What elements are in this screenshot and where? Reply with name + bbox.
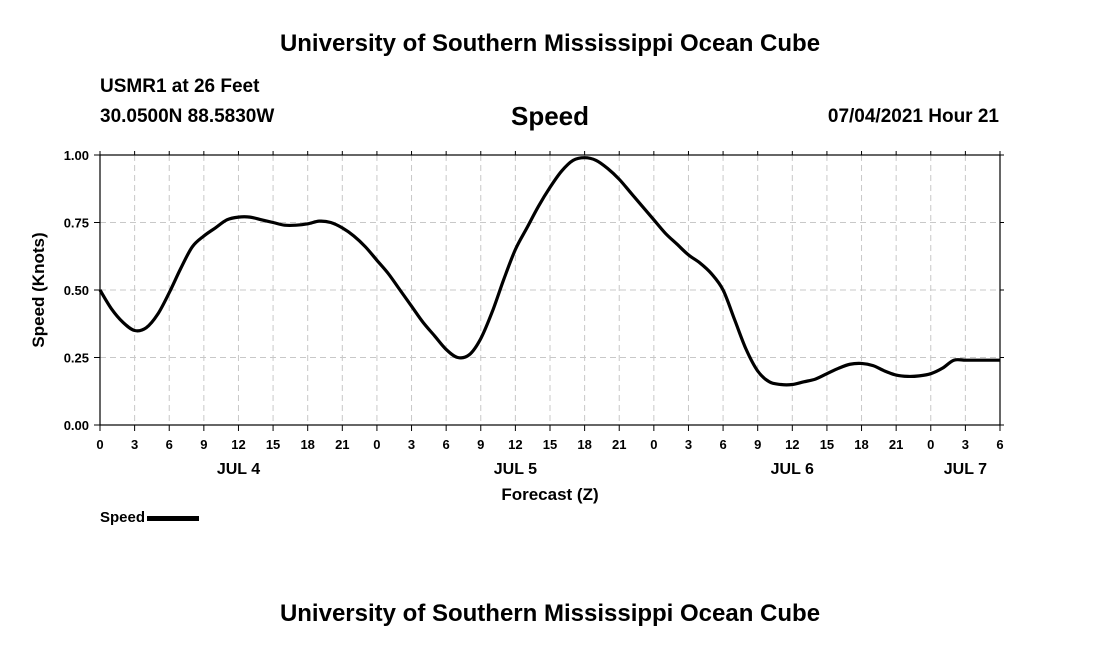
- x-day-label: JUL 5: [494, 461, 537, 478]
- x-tick-label: 9: [200, 437, 207, 452]
- x-tick-label: 0: [96, 437, 103, 452]
- x-tick-label: 3: [131, 437, 138, 452]
- x-day-label: JUL 4: [217, 461, 260, 478]
- x-tick-label: 6: [166, 437, 173, 452]
- x-tick-label: 15: [820, 437, 834, 452]
- y-tick-label: 0.50: [64, 283, 89, 298]
- x-tick-label: 9: [477, 437, 484, 452]
- x-tick-label: 6: [719, 437, 726, 452]
- x-tick-label: 0: [373, 437, 380, 452]
- x-tick-label: 3: [685, 437, 692, 452]
- chart-header-title: University of Southern Mississippi Ocean…: [279, 30, 821, 57]
- y-tick-label: 0.00: [64, 418, 89, 433]
- y-axis-label: Speed (Knots): [29, 232, 48, 347]
- x-tick-label: 15: [266, 437, 280, 452]
- y-tick-label: 0.25: [64, 351, 89, 366]
- x-tick-label: 12: [508, 437, 522, 452]
- x-tick-label: 18: [577, 437, 591, 452]
- station-label: USMR1 at 26 Feet: [100, 76, 260, 97]
- chart-title: Speed: [510, 101, 590, 131]
- x-tick-label: 12: [785, 437, 799, 452]
- speed-series-line: [98, 156, 1000, 387]
- y-tick-label: 0.75: [64, 216, 89, 231]
- chart-footer-title: University of Southern Mississippi Ocean…: [279, 600, 821, 627]
- x-tick-label: 6: [996, 437, 1003, 452]
- x-tick-label: 15: [543, 437, 557, 452]
- x-tick-label: 0: [927, 437, 934, 452]
- x-axis-label: Forecast (Z): [501, 485, 598, 504]
- x-tick-label: 6: [443, 437, 450, 452]
- x-tick-label: 21: [335, 437, 349, 452]
- x-tick-label: 3: [962, 437, 969, 452]
- x-day-label: JUL 7: [944, 461, 987, 478]
- x-tick-label: 0: [650, 437, 657, 452]
- x-tick-label: 18: [854, 437, 868, 452]
- y-tick-label: 1.00: [64, 148, 89, 163]
- x-tick-label: 9: [754, 437, 761, 452]
- x-day-label: JUL 6: [771, 461, 814, 478]
- legend: Speed: [100, 509, 200, 526]
- x-tick-label: 21: [889, 437, 903, 452]
- coordinates-label: 30.0500N 88.5830W: [100, 106, 275, 127]
- legend-swatch: [147, 515, 200, 521]
- x-tick-label: 3: [408, 437, 415, 452]
- x-tick-label: 12: [231, 437, 245, 452]
- x-tick-label: 21: [612, 437, 626, 452]
- forecast-datetime: 07/04/2021 Hour 21: [827, 106, 999, 127]
- legend-label: Speed: [100, 509, 146, 526]
- x-tick-label: 18: [300, 437, 314, 452]
